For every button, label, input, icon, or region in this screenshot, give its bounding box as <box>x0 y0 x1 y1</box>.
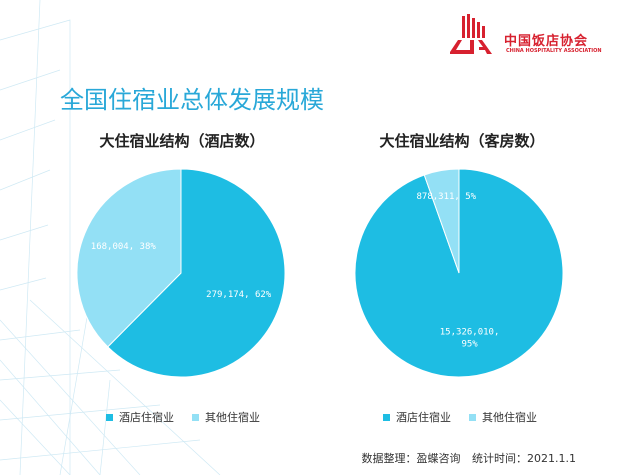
legend-label: 酒店住宿业 <box>396 411 451 424</box>
legend-item: 酒店住宿业 <box>383 409 451 425</box>
legend-item: 酒店住宿业 <box>106 409 174 425</box>
pie-data-label: 15,326,010, 95% <box>440 327 500 349</box>
legend-swatch <box>106 413 113 421</box>
logo-chinese-name: 中国饭店协会 <box>504 34 589 49</box>
legend-label: 其他住宿业 <box>205 411 260 424</box>
association-logo: 中国饭店协会 CHINA HOSPITALITY ASSOCIATION <box>448 12 608 60</box>
legend-swatch <box>469 413 476 421</box>
pie-data-label: 279,174, 62% <box>206 290 272 300</box>
chart-title-hotels: 大住宿业结构（酒店数） <box>99 132 265 150</box>
pie-data-label: 168,004, 38% <box>91 242 157 252</box>
page-title: 全国住宿业总体发展规模 <box>60 86 324 114</box>
chart-title-rooms: 大住宿业结构（客房数） <box>379 132 545 150</box>
legend-swatch <box>192 413 199 421</box>
legend-item: 其他住宿业 <box>192 409 260 425</box>
pie-slice-other <box>76 168 182 348</box>
footer-date-text: 统计时间：2021.1.1 <box>472 452 576 465</box>
pie-chart-rooms: 15,326,010, 95% 878,311, 5% <box>354 168 564 378</box>
pie-slice-hotel <box>107 168 286 378</box>
legend-label: 其他住宿业 <box>482 411 537 424</box>
pie-chart-hotels: 279,174, 62% 168,004, 38% <box>76 168 286 378</box>
pie-data-label: 878,311, 5% <box>417 192 477 202</box>
logo-english-name: CHINA HOSPITALITY ASSOCIATION <box>506 48 602 54</box>
pie-slice-other <box>423 168 460 274</box>
footer-source: 数据整理：盈蝶咨询 统计时间：2021.1.1 <box>362 450 576 466</box>
legend-swatch <box>383 413 390 421</box>
footer-source-text: 数据整理：盈蝶咨询 <box>361 452 461 465</box>
legend-item: 其他住宿业 <box>469 409 537 425</box>
legend-hotels: 酒店住宿业 其他住宿业 <box>106 409 278 425</box>
legend-label: 酒店住宿业 <box>119 411 174 424</box>
building-logo-icon <box>450 14 492 54</box>
legend-rooms: 酒店住宿业 其他住宿业 <box>383 409 555 425</box>
